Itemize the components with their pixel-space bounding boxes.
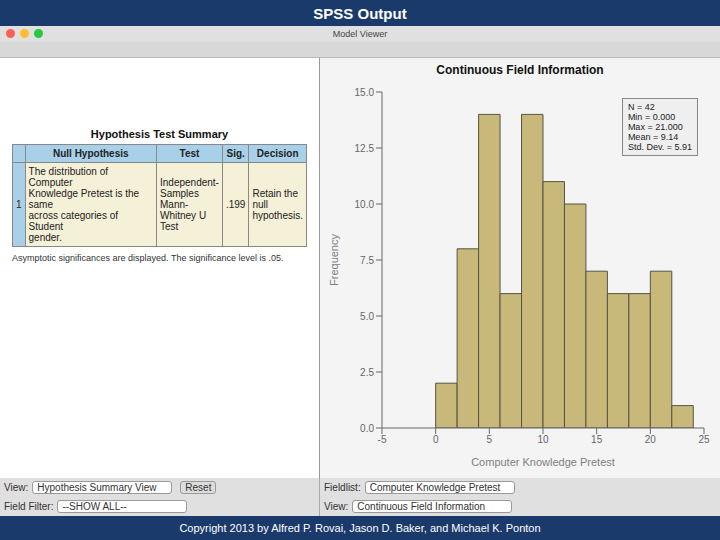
- html-text:SPSS Output: SPSS Output: [313, 4, 407, 22]
- html-text:Field Filter:: Field Filter:: [4, 501, 54, 512]
- svg-text:5: 5: [487, 434, 493, 445]
- html-text:Continuous Field Information: Continuous Field Information: [357, 501, 486, 512]
- html-text:View:: View:: [4, 482, 29, 493]
- html-text:Reset: Reset: [185, 482, 212, 493]
- svg-text:7.5: 7.5: [360, 255, 374, 266]
- svg-text:20: 20: [645, 434, 657, 445]
- html-text:Hypothesis Test Summary: Hypothesis Test Summary: [90, 128, 229, 140]
- svg-text:0: 0: [433, 434, 439, 445]
- svg-text:10.0: 10.0: [355, 199, 375, 210]
- html-text:.199: .199: [225, 199, 246, 210]
- html-text:1: 1: [16, 199, 22, 210]
- html-text:Continuous Field Information: Continuous Field Information: [436, 63, 604, 77]
- svg-text:2.5: 2.5: [360, 367, 374, 378]
- html-text:--SHOW ALL--: --SHOW ALL--: [62, 501, 127, 512]
- html-text:Independent- Samples Mann- Whi: Independent- Samples Mann- Whitney U Tes…: [160, 177, 219, 232]
- html-text:Test: Test: [179, 148, 200, 159]
- svg-text:15: 15: [591, 434, 603, 445]
- svg-text:Frequency: Frequency: [328, 234, 340, 286]
- html-text:Retain the null hypothesis.: Retain the null hypothesis.: [252, 188, 303, 221]
- html-text:Model Viewer: Model Viewer: [332, 29, 388, 39]
- svg-text:10: 10: [537, 434, 549, 445]
- svg-text:5.0: 5.0: [360, 311, 374, 322]
- html-text:Copyright 2013 by Alfred P. Ro: Copyright 2013 by Alfred P. Rovai, Jason…: [179, 522, 541, 534]
- html-text:The distribution of Computer K: The distribution of Computer Knowledge P…: [28, 166, 140, 243]
- html-text:N = 42 Min = 0.000 Max = 21.00: N = 42 Min = 0.000 Max = 21.000 Mean = 9…: [627, 102, 692, 152]
- html-text:Hypothesis Summary View: Hypothesis Summary View: [37, 482, 157, 493]
- svg-text:0.0: 0.0: [360, 423, 374, 434]
- html-text:Asymptotic significances are d: Asymptotic significances are displayed. …: [12, 253, 284, 263]
- svg-text:-5: -5: [378, 434, 387, 445]
- html-text:Fieldlist:: Fieldlist:: [324, 482, 361, 493]
- svg-text:12.5: 12.5: [355, 143, 375, 154]
- svg-text:Computer Knowledge Pretest: Computer Knowledge Pretest: [471, 456, 615, 468]
- html-text:Null Hypothesis: Null Hypothesis: [53, 148, 129, 159]
- html-text:Computer Knowledge Pretest: Computer Knowledge Pretest: [369, 482, 501, 493]
- html-text:Decision: Decision: [256, 148, 299, 159]
- html-text:View:: View:: [324, 501, 349, 512]
- html-text:Sig.: Sig.: [226, 148, 245, 159]
- svg-text:25: 25: [698, 434, 710, 445]
- svg-text:15.0: 15.0: [355, 87, 375, 98]
